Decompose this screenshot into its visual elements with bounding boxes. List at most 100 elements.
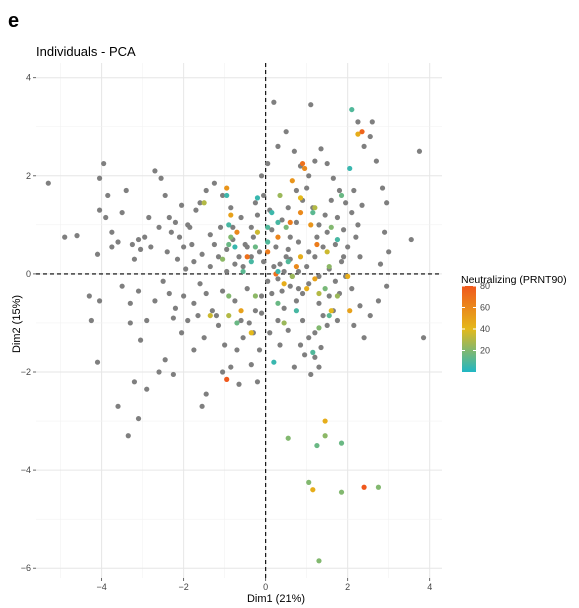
data-point [178, 202, 185, 208]
data-point [349, 286, 355, 292]
colorbar-legend: 80 60 40 20 [462, 281, 490, 372]
data-point [332, 278, 338, 284]
data-point [302, 352, 308, 358]
data-point [203, 187, 209, 194]
data-point [258, 173, 265, 179]
data-point [219, 369, 226, 375]
data-point [142, 234, 148, 240]
data-point [172, 219, 179, 226]
y-tick-label: −6 [21, 563, 31, 573]
data-point [144, 317, 150, 324]
data-point [306, 281, 312, 287]
data-point-colored [322, 418, 328, 424]
x-tick-label: 0 [263, 582, 268, 592]
data-point [144, 386, 150, 392]
data-point-colored [299, 160, 306, 167]
data-point-colored [345, 273, 351, 279]
data-point [275, 317, 281, 324]
colorbar-tick-label: 40 [480, 324, 490, 334]
data-point [168, 229, 174, 235]
data-point [312, 330, 318, 336]
data-point [119, 209, 125, 216]
data-point [330, 175, 336, 181]
data-point [248, 224, 254, 230]
data-point [269, 290, 275, 297]
data-point-colored [234, 229, 240, 235]
data-point [211, 180, 217, 186]
data-point-colored [248, 259, 254, 265]
data-point [88, 317, 94, 324]
data-point-colored [226, 312, 232, 319]
data-point [322, 212, 328, 218]
data-point [386, 249, 392, 255]
x-tick-labels: −4 −2 0 2 4 [96, 578, 432, 592]
data-point-colored [228, 212, 234, 218]
data-point [242, 241, 248, 248]
data-point [269, 227, 275, 233]
data-point [285, 205, 291, 211]
data-point-colored [265, 249, 271, 255]
data-point [187, 224, 193, 230]
data-point [316, 364, 322, 370]
data-point-colored [310, 349, 316, 355]
data-point-colored [361, 484, 367, 490]
data-point-colored [328, 224, 334, 230]
data-point [308, 102, 314, 108]
data-point [275, 276, 281, 282]
data-point [261, 259, 267, 265]
data-point [152, 298, 158, 304]
data-point [137, 246, 144, 252]
data-point-colored [375, 484, 382, 490]
data-point [197, 281, 203, 287]
data-point-colored [275, 300, 281, 306]
data-point [191, 259, 197, 265]
data-point [215, 254, 222, 260]
data-point [261, 192, 267, 199]
data-point [197, 200, 203, 206]
data-point-colored [224, 185, 230, 191]
data-point-colored [226, 241, 232, 248]
data-point-colored [314, 241, 320, 248]
data-point [109, 229, 115, 235]
data-point-colored [232, 244, 238, 250]
data-point-colored [248, 330, 254, 336]
data-point [119, 283, 125, 289]
data-point [328, 197, 334, 203]
data-point [96, 207, 103, 213]
data-point-colored [289, 273, 295, 279]
data-point [86, 293, 92, 299]
data-point [135, 236, 142, 243]
data-point-colored [297, 254, 304, 260]
data-point [306, 173, 312, 179]
data-point [115, 239, 121, 245]
data-point-colored [265, 224, 271, 230]
data-point [246, 320, 252, 326]
data-point [291, 148, 297, 154]
data-point [129, 241, 135, 248]
data-point [343, 200, 349, 206]
data-point-colored [234, 320, 240, 326]
data-point [166, 290, 172, 297]
data-point [238, 214, 244, 221]
data-point-colored [326, 312, 332, 319]
data-point [45, 180, 51, 186]
data-point [293, 298, 300, 304]
data-point [203, 391, 209, 397]
data-point [191, 300, 197, 306]
data-point [152, 168, 158, 174]
data-point [316, 222, 322, 228]
data-point [361, 143, 367, 149]
data-point [312, 158, 318, 164]
data-point-colored [226, 293, 232, 299]
data-point [248, 362, 254, 368]
data-point [361, 335, 367, 341]
data-point-colored [275, 219, 281, 226]
data-point [127, 320, 133, 326]
data-point [170, 315, 176, 321]
data-point [345, 244, 351, 250]
data-point [369, 119, 375, 125]
data-point-colored [240, 268, 246, 275]
data-point-colored [283, 224, 289, 230]
data-point-colored [224, 192, 230, 199]
